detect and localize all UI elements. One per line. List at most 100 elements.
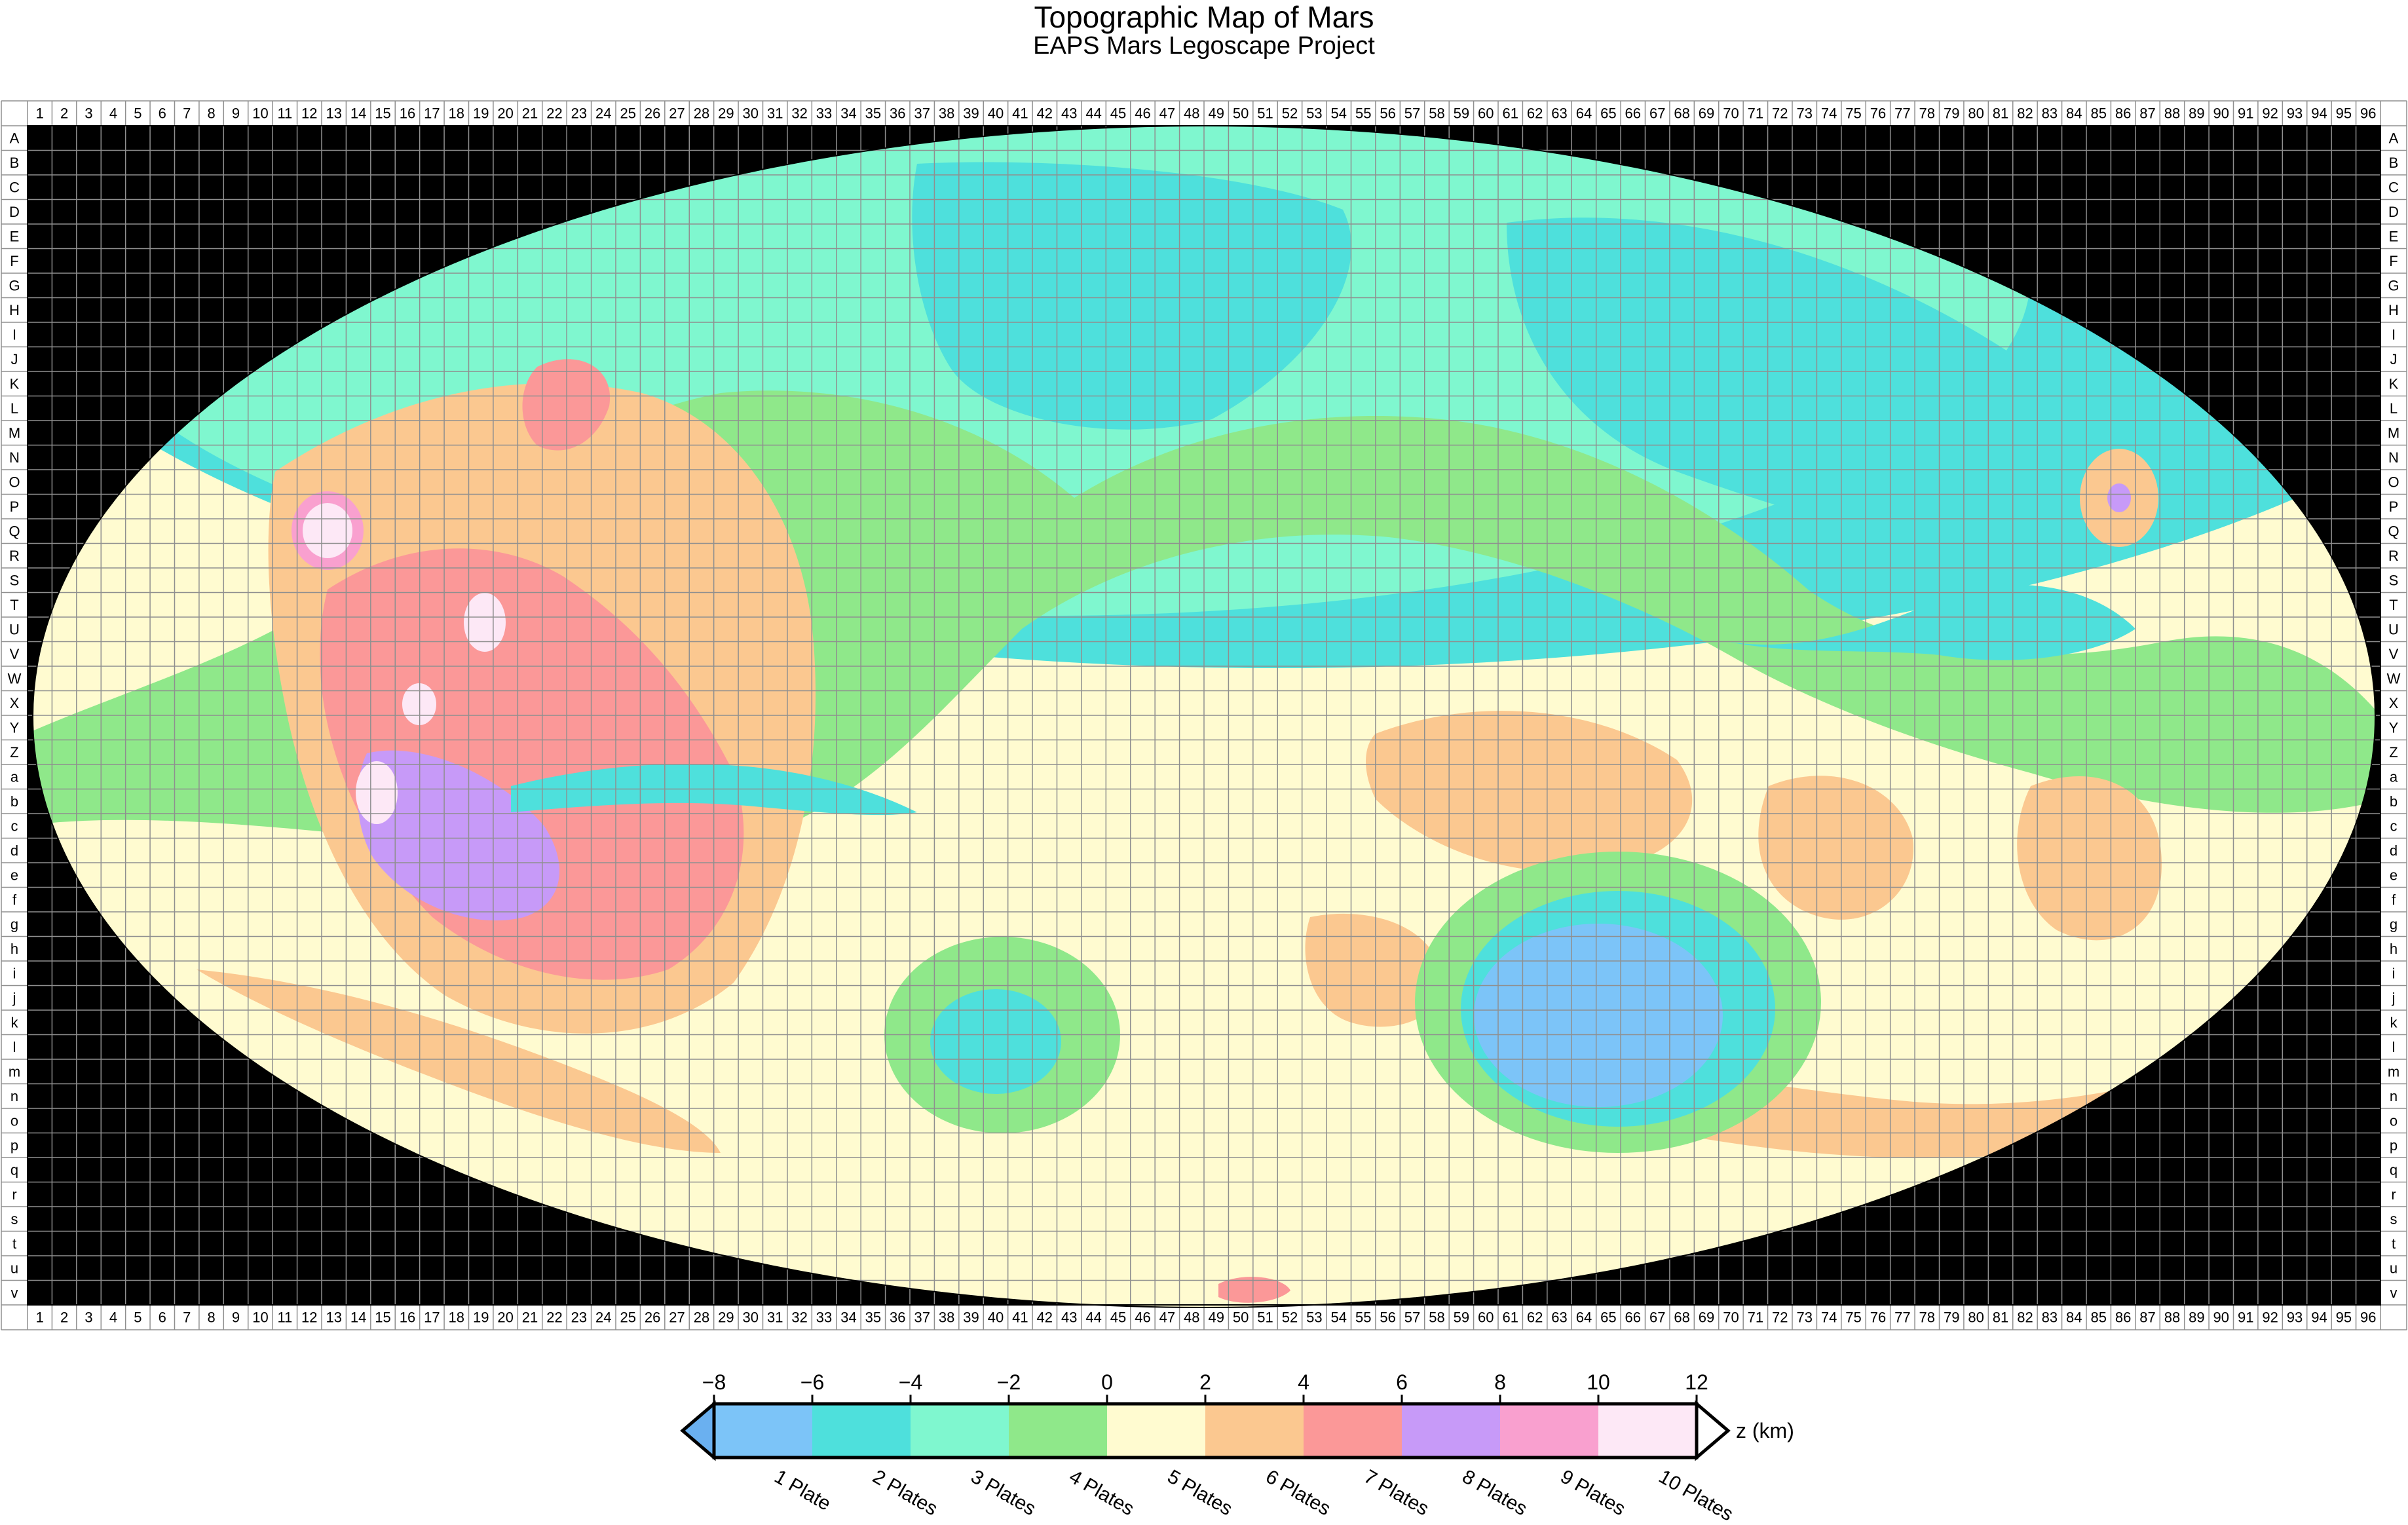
row-label-left: Q [9, 523, 20, 539]
column-label-bottom: 5 [134, 1309, 141, 1326]
column-label-bottom: 74 [1821, 1309, 1837, 1326]
column-label-top: 64 [1576, 105, 1592, 122]
row-label-right: r [2391, 1186, 2396, 1203]
row-label-left: q [10, 1161, 18, 1178]
row-label-right: v [2390, 1285, 2398, 1301]
row-label-left: I [12, 326, 16, 343]
column-label-top: 30 [743, 105, 759, 122]
column-label-bottom: 15 [375, 1309, 390, 1326]
row-label-left: W [8, 670, 22, 687]
column-label-bottom: 17 [424, 1309, 440, 1326]
column-label-top: 79 [1944, 105, 1959, 122]
column-label-bottom: 81 [1993, 1309, 2008, 1326]
column-label-bottom: 39 [963, 1309, 979, 1326]
column-label-top: 77 [1894, 105, 1910, 122]
mars-topographic-map: 1122334455667788991010111112121313141415… [1, 100, 2407, 1330]
column-label-top: 13 [326, 105, 341, 122]
column-label-bottom: 43 [1061, 1309, 1077, 1326]
column-label-bottom: 27 [669, 1309, 685, 1326]
column-label-top: 35 [865, 105, 881, 122]
column-label-top: 71 [1748, 105, 1763, 122]
column-label-top: 32 [791, 105, 807, 122]
row-label-left: L [10, 400, 18, 417]
column-label-bottom: 84 [2066, 1309, 2082, 1326]
row-label-left: h [10, 941, 18, 957]
column-label-top: 8 [208, 105, 216, 122]
row-label-left: X [10, 695, 20, 711]
row-label-left: N [9, 449, 20, 466]
colorbar-tick-label: 8 [1494, 1370, 1506, 1394]
row-label-right: N [2388, 449, 2399, 466]
row-label-right: t [2392, 1235, 2396, 1252]
column-label-bottom: 48 [1184, 1309, 1199, 1326]
argyre-basin [930, 989, 1061, 1094]
row-label-left: E [10, 228, 20, 244]
column-label-top: 59 [1454, 105, 1469, 122]
colorbar-tick-label: 0 [1101, 1370, 1113, 1394]
column-label-top: 37 [914, 105, 930, 122]
row-label-right: f [2392, 892, 2396, 908]
row-label-left: b [10, 793, 18, 810]
row-label-right: H [2388, 302, 2399, 318]
column-label-top: 53 [1306, 105, 1322, 122]
column-label-top: 40 [988, 105, 1004, 122]
southern-rough-2 [1758, 776, 1913, 920]
column-label-bottom: 38 [939, 1309, 954, 1326]
colorbar-tick-label: 2 [1199, 1370, 1211, 1394]
column-label-bottom: 2 [60, 1309, 68, 1326]
row-label-left: G [9, 277, 20, 293]
column-label-top: 58 [1429, 105, 1444, 122]
column-label-bottom: 16 [400, 1309, 415, 1326]
column-label-bottom: 94 [2311, 1309, 2327, 1326]
column-label-bottom: 40 [988, 1309, 1004, 1326]
column-label-top: 25 [620, 105, 635, 122]
row-label-left: J [11, 351, 18, 367]
row-label-right: p [2390, 1137, 2398, 1154]
column-label-bottom: 41 [1012, 1309, 1028, 1326]
row-label-left: A [10, 130, 20, 146]
column-label-top: 23 [571, 105, 587, 122]
row-label-left: g [10, 916, 18, 932]
column-label-top: 34 [840, 105, 856, 122]
column-label-bottom: 33 [816, 1309, 832, 1326]
column-label-top: 88 [2164, 105, 2180, 122]
column-label-bottom: 20 [497, 1309, 513, 1326]
row-label-left: S [10, 572, 20, 588]
row-label-right: F [2389, 253, 2398, 269]
column-label-bottom: 32 [791, 1309, 807, 1326]
column-label-top: 90 [2213, 105, 2229, 122]
column-label-bottom: 93 [2287, 1309, 2303, 1326]
alba-rise [522, 359, 611, 451]
column-label-bottom: 75 [1845, 1309, 1861, 1326]
column-label-bottom: 80 [1968, 1309, 1984, 1326]
column-label-bottom: 21 [522, 1309, 538, 1326]
row-label-right: R [2388, 548, 2399, 564]
column-label-bottom: 7 [183, 1309, 191, 1326]
column-label-top: 62 [1527, 105, 1543, 122]
column-label-top: 26 [645, 105, 660, 122]
row-label-right: A [2389, 130, 2399, 146]
column-label-bottom: 77 [1894, 1309, 1910, 1326]
row-label-left: i [13, 965, 16, 981]
row-label-right: s [2390, 1211, 2398, 1227]
colorbar-extend-max [1695, 1400, 1731, 1461]
colorbar-bin [1402, 1404, 1500, 1458]
row-label-right: l [2392, 1039, 2396, 1055]
row-label-right: P [2389, 499, 2399, 515]
column-label-bottom: 8 [208, 1309, 216, 1326]
column-label-top: 4 [109, 105, 117, 122]
column-label-top: 16 [400, 105, 415, 122]
colorbar-tick-label: 12 [1685, 1370, 1708, 1394]
column-label-bottom: 69 [1699, 1309, 1714, 1326]
colorbar-tick-label: −4 [899, 1370, 922, 1394]
column-label-bottom: 10 [252, 1309, 268, 1326]
column-label-top: 24 [595, 105, 611, 122]
colorbar-tick-label: 4 [1298, 1370, 1309, 1394]
page-title: Topographic Map of Mars [1034, 0, 1374, 34]
column-label-top: 86 [2115, 105, 2131, 122]
column-label-top: 56 [1380, 105, 1395, 122]
northern-basin [912, 162, 1352, 430]
column-label-bottom: 88 [2164, 1309, 2180, 1326]
column-label-bottom: 59 [1454, 1309, 1469, 1326]
row-label-right: k [2390, 1014, 2398, 1030]
